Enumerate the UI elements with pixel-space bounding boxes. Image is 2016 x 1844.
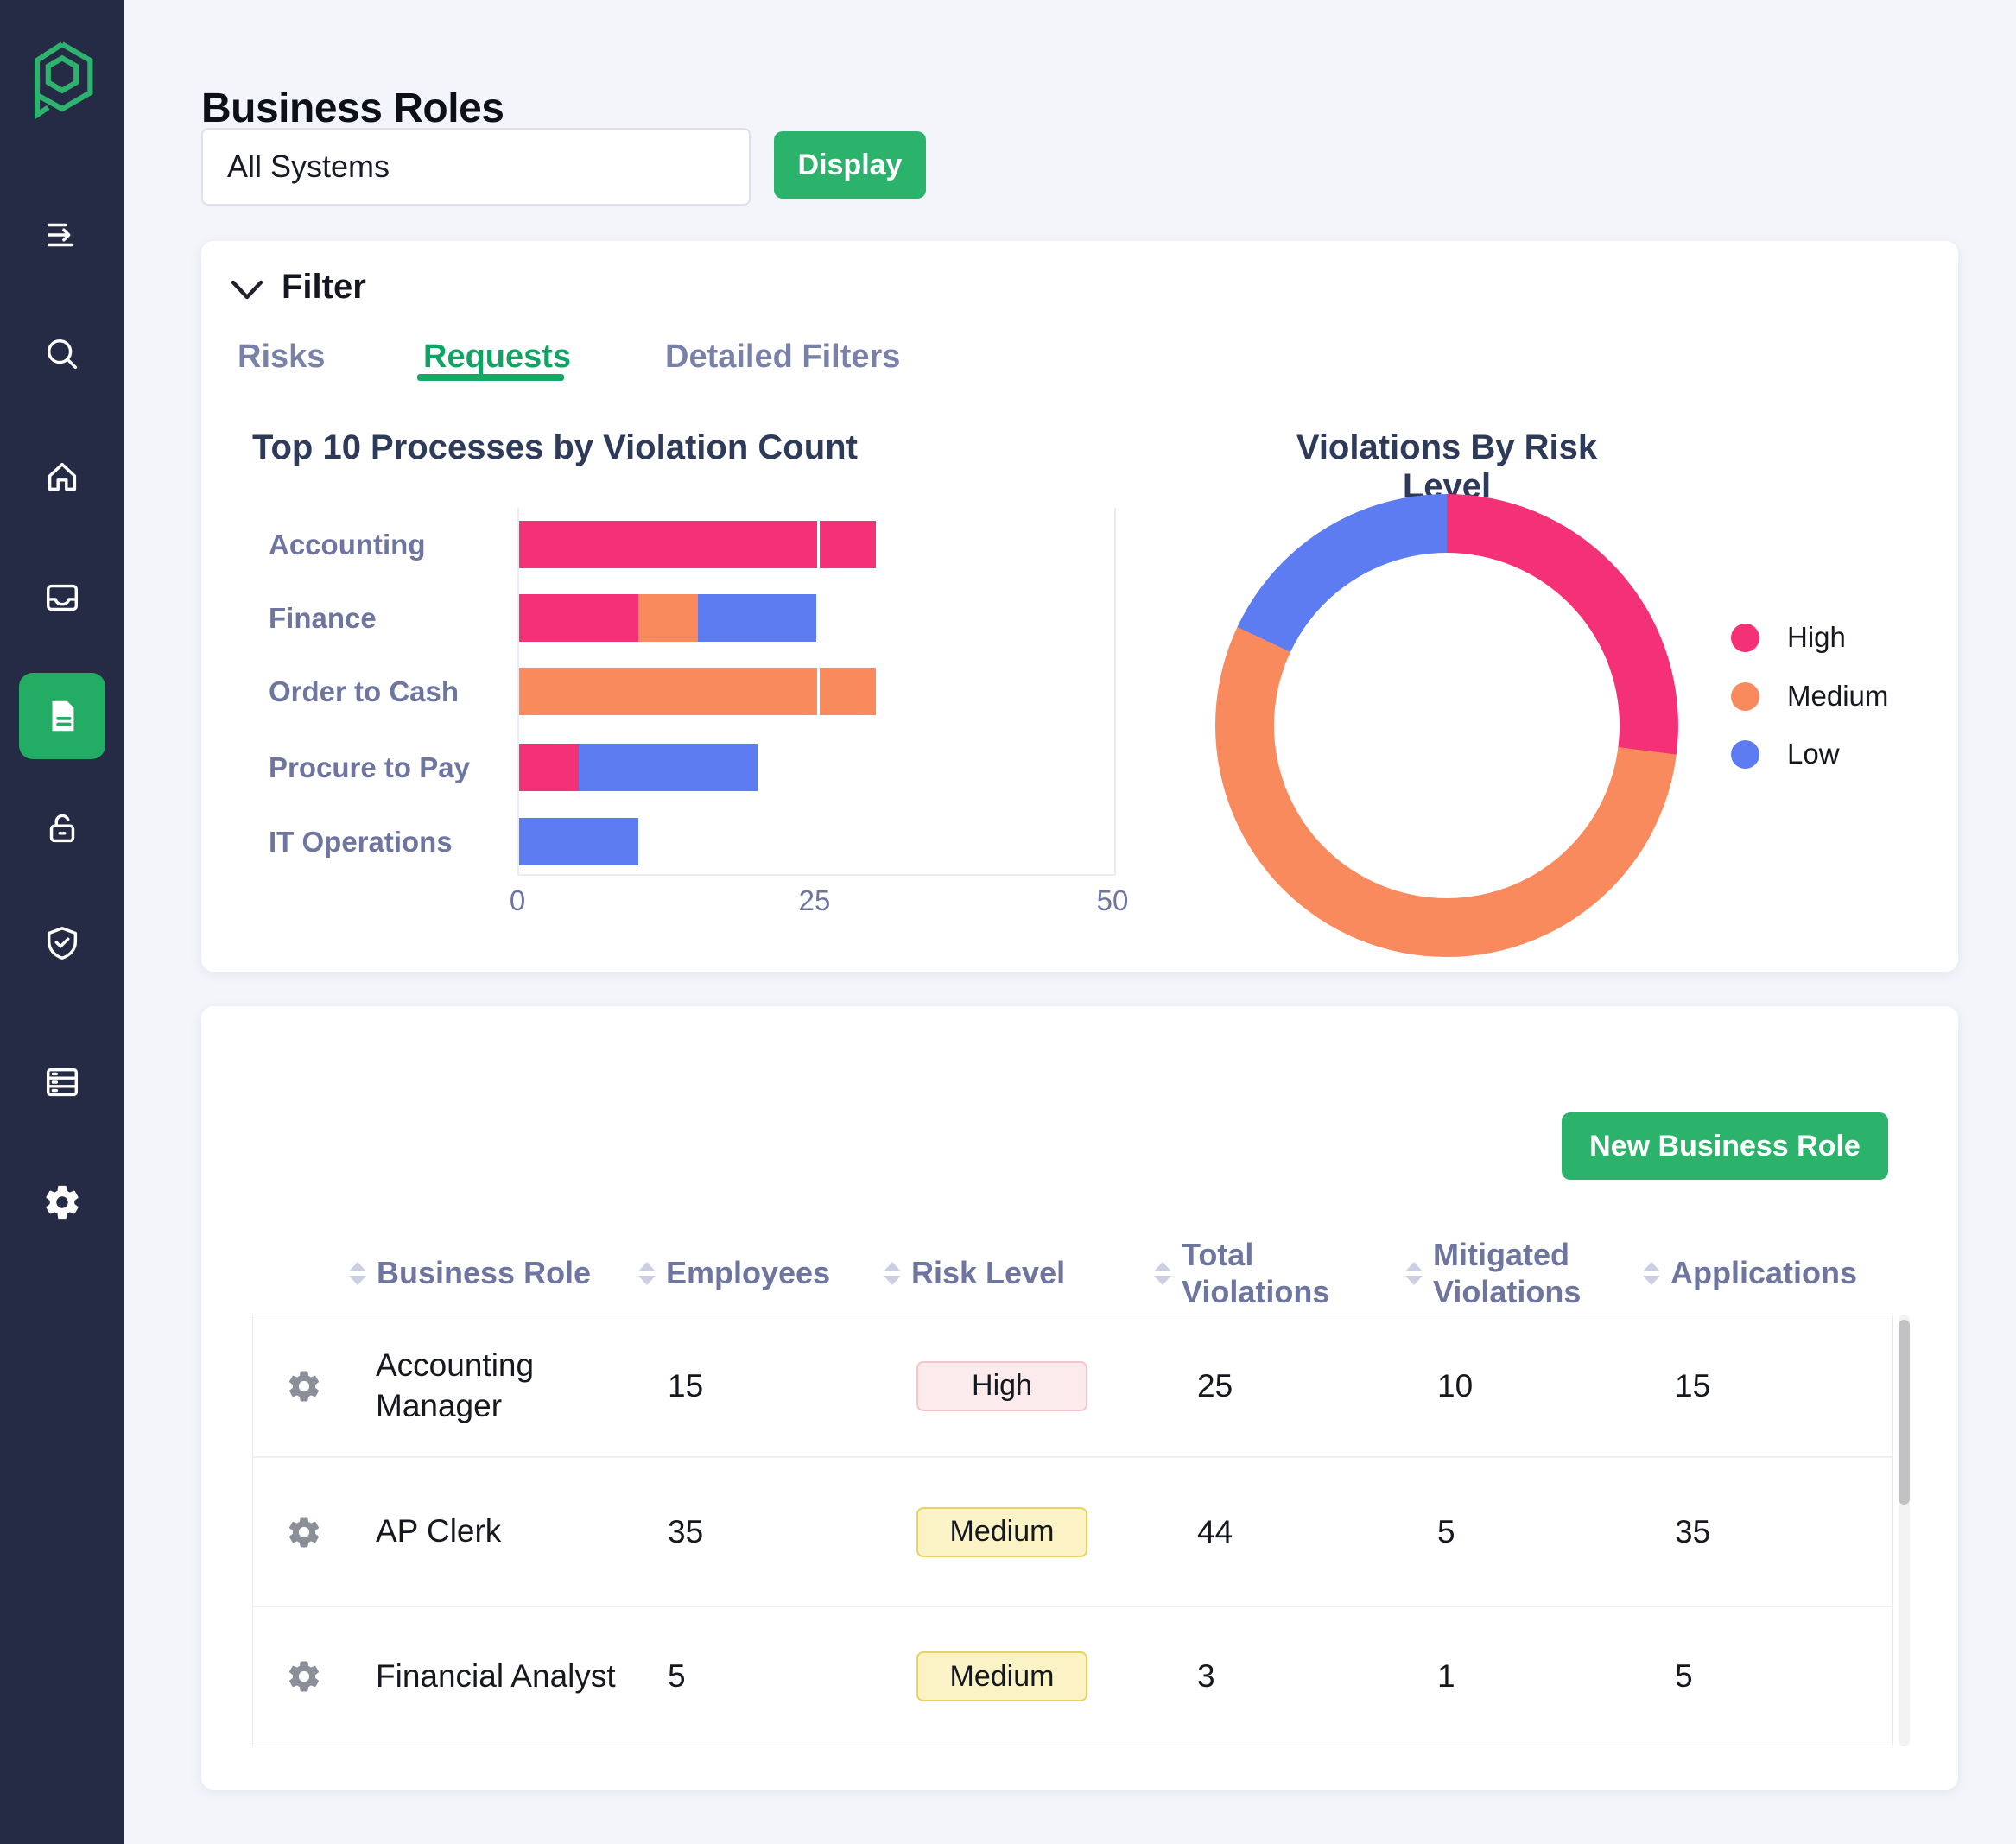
legend-item-low: Low xyxy=(1731,738,1840,770)
row-settings-button[interactable] xyxy=(286,1607,322,1746)
sort-icon xyxy=(1154,1261,1171,1285)
page-title: Business Roles xyxy=(201,86,504,132)
active-tab-underline xyxy=(417,374,564,381)
unlock-icon[interactable] xyxy=(42,809,82,849)
new-business-role-button[interactable]: New Business Role xyxy=(1562,1112,1888,1180)
total-violations-cell: 3 xyxy=(1197,1658,1215,1694)
donut-chart-title: Violations By Risk Level xyxy=(1296,428,1598,505)
x-tick: 0 xyxy=(509,884,526,916)
risk-level-badge: Medium xyxy=(916,1506,1087,1557)
bar-category-label: Finance xyxy=(269,601,377,634)
total-violations-cell: 25 xyxy=(1197,1367,1233,1404)
sort-icon xyxy=(884,1261,901,1285)
business-role-cell: Accounting Manager xyxy=(376,1347,535,1423)
table-row[interactable]: Financial Analyst 5 Medium 3 1 5 xyxy=(253,1606,1892,1746)
menu-expand-icon[interactable] xyxy=(42,215,82,255)
gear-icon xyxy=(288,1517,320,1547)
stacked-bar xyxy=(519,818,1114,865)
risk-level-badge: Medium xyxy=(916,1651,1087,1701)
bar-category-label: IT Operations xyxy=(269,825,453,858)
applications-cell: 15 xyxy=(1675,1367,1711,1404)
mitigated-violations-cell: 5 xyxy=(1437,1513,1455,1549)
mitigated-violations-cell: 1 xyxy=(1437,1658,1455,1694)
gear-icon xyxy=(288,1661,320,1692)
search-icon[interactable] xyxy=(42,334,82,374)
server-icon[interactable] xyxy=(42,1062,82,1102)
display-button[interactable]: Display xyxy=(774,131,926,199)
employees-cell: 5 xyxy=(668,1658,686,1694)
home-icon[interactable] xyxy=(42,457,82,497)
gridline-25 xyxy=(816,508,820,874)
column-header-employees[interactable]: Employees xyxy=(638,1237,830,1309)
gear-icon xyxy=(288,1371,320,1401)
bar-category-label: Procure to Pay xyxy=(269,751,470,783)
tab-requests[interactable]: Requests xyxy=(423,339,572,375)
stacked-bar xyxy=(519,521,1114,568)
row-settings-button[interactable] xyxy=(286,1458,322,1606)
sort-icon xyxy=(1643,1261,1660,1285)
employees-cell: 15 xyxy=(668,1367,704,1404)
filter-card xyxy=(201,241,1958,972)
donut-hole xyxy=(1274,553,1620,898)
row-settings-button[interactable] xyxy=(286,1315,322,1456)
risk-level-cell: High xyxy=(916,1315,1087,1456)
app-logo[interactable] xyxy=(26,40,98,120)
stacked-bar xyxy=(519,594,1114,642)
column-header-total-violations[interactable]: Total Violations xyxy=(1154,1237,1354,1309)
stacked-bar xyxy=(519,668,1114,715)
column-header-business-role[interactable]: Business Role xyxy=(349,1237,591,1309)
total-violations-cell: 44 xyxy=(1197,1513,1233,1549)
bar-category-label: Order to Cash xyxy=(269,675,460,707)
column-header-mitigated-violations[interactable]: Mitigated Violations xyxy=(1405,1237,1619,1309)
table-body: Accounting Manager 15 High 25 10 15 AP C… xyxy=(252,1315,1893,1746)
violations-donut-chart xyxy=(1215,494,1678,957)
table-scrollbar-track[interactable] xyxy=(1899,1315,1910,1746)
shield-check-icon[interactable] xyxy=(42,923,82,963)
risk-level-cell: Medium xyxy=(916,1458,1087,1606)
tab-risks[interactable]: Risks xyxy=(238,339,326,375)
sidebar-item-documents-active[interactable] xyxy=(19,673,105,759)
stacked-bar xyxy=(519,744,1114,791)
bar-chart-plot xyxy=(517,508,1116,876)
bar-category-label: Accounting xyxy=(269,528,426,561)
document-icon xyxy=(42,696,82,736)
system-filter-input[interactable] xyxy=(201,128,751,206)
column-header-applications[interactable]: Applications xyxy=(1643,1237,1857,1309)
table-row[interactable]: Accounting Manager 15 High 25 10 15 xyxy=(253,1315,1892,1456)
risk-level-badge: High xyxy=(916,1360,1087,1411)
bar-chart-title: Top 10 Processes by Violation Count xyxy=(252,428,858,466)
legend-item-medium: Medium xyxy=(1731,680,1888,712)
inbox-icon[interactable] xyxy=(42,578,82,618)
legend-item-high: High xyxy=(1731,621,1846,653)
chevron-down-icon[interactable] xyxy=(230,278,264,302)
employees-cell: 35 xyxy=(668,1513,704,1549)
business-role-cell: AP Clerk xyxy=(376,1513,502,1549)
table-row[interactable]: AP Clerk 35 Medium 44 5 35 xyxy=(253,1456,1892,1606)
x-tick: 25 xyxy=(798,884,831,916)
applications-cell: 35 xyxy=(1675,1513,1711,1549)
sort-icon xyxy=(638,1261,656,1285)
mitigated-violations-cell: 10 xyxy=(1437,1367,1474,1404)
risk-level-cell: Medium xyxy=(916,1607,1087,1746)
table-scrollbar-thumb[interactable] xyxy=(1899,1320,1910,1505)
legend-swatch-high xyxy=(1731,623,1759,652)
sort-icon xyxy=(1405,1261,1423,1285)
legend-swatch-medium xyxy=(1731,681,1759,711)
settings-icon[interactable] xyxy=(42,1182,82,1222)
tab-detailed-filters[interactable]: Detailed Filters xyxy=(665,339,901,375)
sidebar xyxy=(0,0,124,1844)
column-header-risk-level[interactable]: Risk Level xyxy=(884,1237,1065,1309)
sort-icon xyxy=(349,1261,366,1285)
applications-cell: 5 xyxy=(1675,1658,1693,1694)
legend-swatch-low xyxy=(1731,739,1759,769)
x-tick: 50 xyxy=(1096,884,1129,916)
filter-heading: Filter xyxy=(282,268,366,306)
business-role-cell: Financial Analyst xyxy=(376,1657,616,1694)
